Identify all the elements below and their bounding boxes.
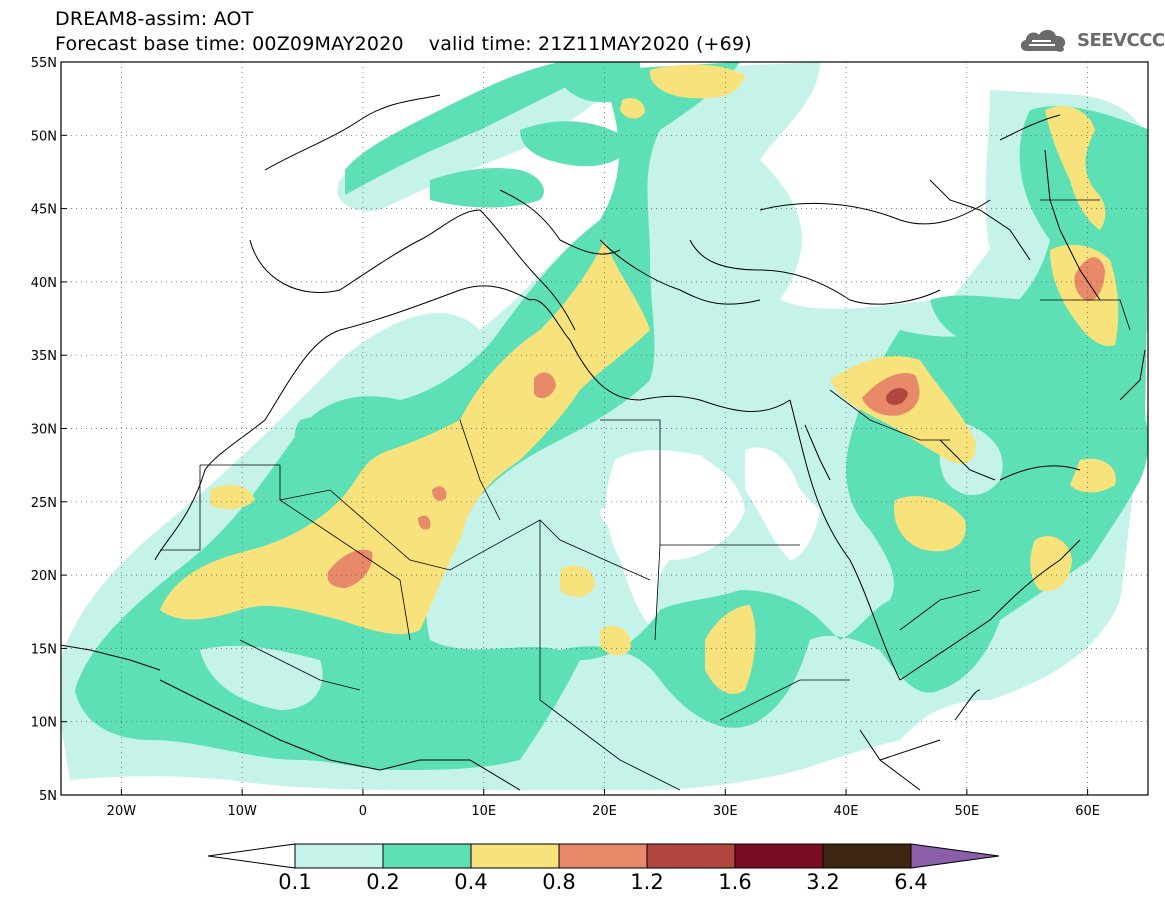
lat-tick-label: 30N <box>31 423 57 438</box>
colorbar-level-label: 1.2 <box>630 870 663 894</box>
lat-tick-label: 15N <box>31 642 57 657</box>
base-time: Forecast base time: 00Z09MAY2020 <box>55 33 404 55</box>
lat-tick-label: 35N <box>31 349 57 364</box>
lat-tick-label: 20N <box>31 569 57 584</box>
seevccc-logo: SEEVCCC <box>1017 25 1165 55</box>
latitude-labels: 5N 10N 15N 20N 25N 30N 35N 40N 45N 50N 55N <box>31 56 67 804</box>
colorbar-cell <box>822 843 912 869</box>
lon-tick-label: 10W <box>227 804 257 819</box>
colorbar-cell <box>646 843 736 869</box>
colorbar-level-label: 0.4 <box>454 870 487 894</box>
longitude-labels: 20W 10W 0 10E 20E 30E 40E 50E 60E <box>107 789 1100 819</box>
lon-tick-label: 40E <box>834 804 859 819</box>
lon-tick-label: 30E <box>713 804 738 819</box>
colorbar-level-label: 1.6 <box>718 870 751 894</box>
colorbar-cell <box>558 843 648 869</box>
colorbar-level-label: 6.4 <box>894 870 927 894</box>
lat-tick-label: 10N <box>31 716 57 731</box>
lon-tick-label: 10E <box>471 804 496 819</box>
colorbar: 0.1 0.2 0.4 0.8 1.2 1.6 3.2 6.4 <box>207 843 1000 894</box>
lat-tick-label: 25N <box>31 496 57 511</box>
colorbar-level-label: 0.1 <box>278 870 311 894</box>
colorbar-over-triangle <box>910 843 1000 869</box>
coastlines <box>61 94 1146 791</box>
colorbar-cell <box>294 843 384 869</box>
product-title: DREAM8-assim: AOT <box>55 8 254 30</box>
colorbar-level-label: 0.2 <box>366 870 399 894</box>
lat-tick-label: 40N <box>31 276 57 291</box>
aot-field <box>61 62 1148 795</box>
time-info: Forecast base time: 00Z09MAY2020 valid t… <box>55 33 752 55</box>
lon-tick-label: 20W <box>107 804 137 819</box>
lat-tick-label: 55N <box>31 56 57 71</box>
lat-tick-label: 45N <box>31 203 57 218</box>
colorbar-cell <box>382 843 472 869</box>
lat-tick-label: 50N <box>31 129 57 144</box>
valid-time: valid time: 21Z11MAY2020 (+69) <box>428 33 752 55</box>
colorbar-cell <box>470 843 560 869</box>
cloud-icon <box>1020 29 1066 52</box>
colorbar-level-label: 3.2 <box>806 870 839 894</box>
lon-tick-label: 60E <box>1075 804 1100 819</box>
lon-tick-label: 0 <box>359 804 367 819</box>
lon-tick-label: 50E <box>954 804 979 819</box>
lat-tick-label: 5N <box>39 789 57 804</box>
colorbar-cell <box>734 843 824 869</box>
aot-level-1.2 <box>886 387 908 405</box>
lon-tick-label: 20E <box>592 804 617 819</box>
logo-text: SEEVCCC <box>1077 29 1165 51</box>
country-borders <box>160 199 1131 791</box>
colorbar-level-label: 0.8 <box>542 870 575 894</box>
colorbar-under-triangle <box>207 843 296 869</box>
